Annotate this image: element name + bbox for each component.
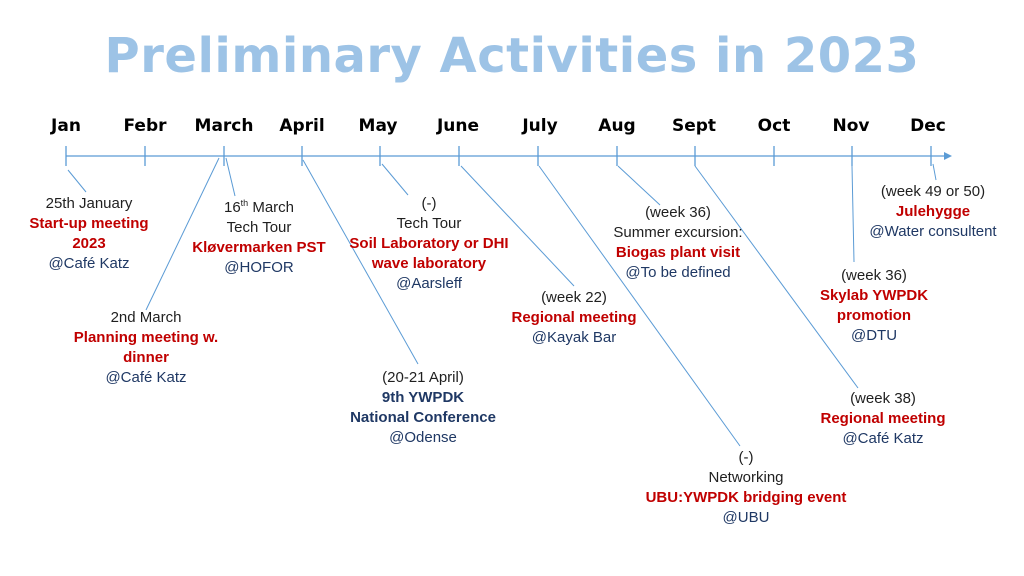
leader-line-tech-tour-may xyxy=(381,163,409,196)
leader-line-networking xyxy=(538,165,741,447)
event-date: (week 36) xyxy=(841,267,907,284)
event-title: 9th YWPDK xyxy=(381,389,465,406)
event-title: Planning meeting w. xyxy=(73,329,219,346)
event-tech-tour-may: (-) Tech Tour Soil Laboratory or DHI wav… xyxy=(349,194,508,294)
month-label-nov: Nov xyxy=(832,116,870,136)
event-startup-meeting: 25th January Start-up meeting 2023 @Café… xyxy=(29,194,148,274)
event-planning-meeting: 2nd March Planning meeting w. dinner @Ca… xyxy=(74,308,218,388)
leader-line-january xyxy=(67,169,87,193)
event-regional-meeting-sept: (week 38) Regional meeting @Café Katz xyxy=(820,389,945,449)
month-label-mar: March xyxy=(194,116,254,136)
page-title: Preliminary Activities in 2023 xyxy=(104,28,920,84)
event-national-conference: (20-21 April) 9th YWPDK National Confere… xyxy=(350,368,496,448)
event-date: (-) xyxy=(738,449,754,466)
event-type: Tech Tour xyxy=(226,219,292,236)
event-title: Kløvermarken PST xyxy=(192,239,326,256)
event-location: @Café Katz xyxy=(48,255,130,272)
event-location: @DTU xyxy=(850,327,898,344)
event-tech-tour-march: 16th March Tech Tour Kløvermarken PST @H… xyxy=(192,198,325,278)
event-regional-meeting-june: (week 22) Regional meeting @Kayak Bar xyxy=(511,288,636,348)
event-location: @HOFOR xyxy=(224,259,294,276)
month-label-jul: July xyxy=(522,116,558,136)
month-label-may: May xyxy=(358,116,398,136)
event-location: @Aarsleff xyxy=(396,275,462,292)
month-label-sep: Sept xyxy=(671,116,717,136)
event-julehygge: (week 49 or 50) Julehygge @Water consult… xyxy=(869,182,996,242)
leader-line-julehygge xyxy=(932,163,937,181)
event-title: National Conference xyxy=(350,409,496,426)
event-title: Start-up meeting xyxy=(29,215,149,232)
month-label-feb: Febr xyxy=(123,116,167,136)
event-location: @Café Katz xyxy=(105,369,187,386)
month-label-apr: April xyxy=(279,116,325,136)
event-type: Summer excursion: xyxy=(613,224,743,241)
month-label-jun: June xyxy=(436,116,480,136)
event-title: Julehygge xyxy=(895,203,971,220)
event-title: Skylab YWPDK xyxy=(819,287,929,304)
event-location: @Kayak Bar xyxy=(531,329,617,346)
event-location: @UBU xyxy=(722,509,770,526)
event-location: @Water consultent xyxy=(869,223,997,240)
leader-line-regional-june xyxy=(460,165,575,287)
event-title: wave laboratory xyxy=(371,255,487,272)
event-date: (week 38) xyxy=(850,390,916,407)
leader-line-planning xyxy=(145,157,220,311)
event-date: (-) xyxy=(421,195,437,212)
month-label-oct: Oct xyxy=(757,116,791,136)
event-title: Regional meeting xyxy=(511,309,637,326)
event-title: Soil Laboratory or DHI xyxy=(349,235,509,252)
event-title: 2023 xyxy=(72,235,106,252)
timeline-arrowhead xyxy=(944,152,952,160)
event-type: Networking xyxy=(708,469,784,486)
event-title: promotion xyxy=(836,307,912,324)
event-date: 25th January xyxy=(45,195,133,212)
leader-line-regional-sept xyxy=(694,165,859,389)
event-date: (week 36) xyxy=(645,204,711,221)
event-title: Regional meeting xyxy=(820,410,946,427)
month-label-dec: Dec xyxy=(910,116,946,136)
event-date: (20-21 April) xyxy=(382,369,464,386)
event-location: @To be defined xyxy=(625,264,731,281)
event-date: 16th March xyxy=(223,198,295,217)
event-title: Biogas plant visit xyxy=(615,244,741,261)
event-type: Tech Tour xyxy=(396,215,462,232)
event-location: @Odense xyxy=(389,429,457,446)
leader-line-tech-tour-march xyxy=(225,157,236,197)
event-skylab-promotion: (week 36) Skylab YWPDK promotion @DTU xyxy=(820,266,928,346)
event-summer-excursion: (week 36) Summer excursion: Biogas plant… xyxy=(613,203,742,283)
leader-line-skylab xyxy=(851,165,855,263)
event-date: (week 49 or 50) xyxy=(880,183,986,200)
event-title: UBU:YWPDK bridging event xyxy=(645,489,847,506)
event-title: dinner xyxy=(123,349,169,366)
month-label-aug: Aug xyxy=(598,116,636,136)
event-location: @Café Katz xyxy=(842,430,924,447)
event-networking: (-) Networking UBU:YWPDK bridging event … xyxy=(646,448,847,528)
event-date: (week 22) xyxy=(541,289,607,306)
month-label-jan: Jan xyxy=(51,116,81,136)
leader-line-conference xyxy=(302,159,419,365)
leader-line-summer xyxy=(617,165,661,206)
event-date: 2nd March xyxy=(110,309,182,326)
